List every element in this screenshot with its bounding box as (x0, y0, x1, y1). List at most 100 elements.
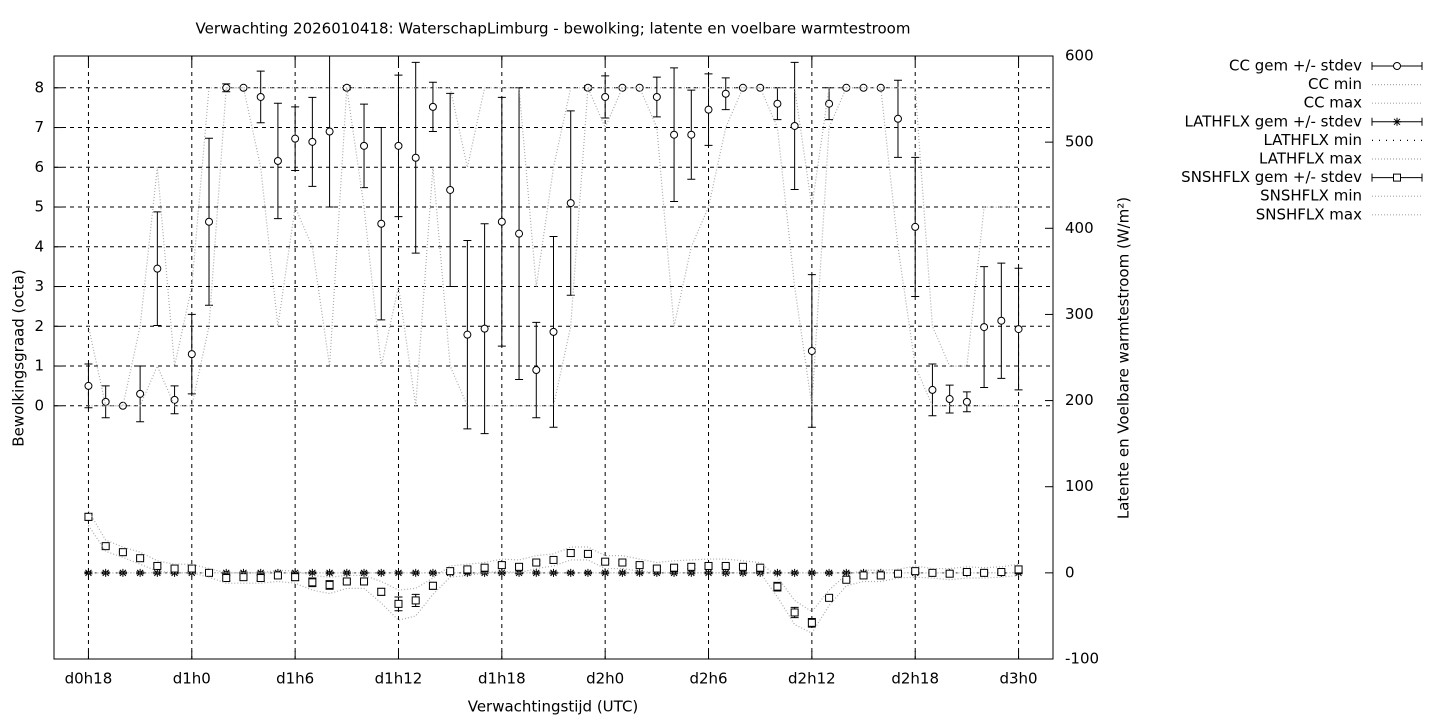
marker (997, 316, 1006, 325)
marker (153, 568, 162, 577)
marker (618, 568, 627, 577)
marker (756, 563, 765, 572)
x-tick-label: d1h6 (276, 670, 314, 688)
marker (84, 512, 93, 521)
marker (790, 608, 799, 617)
marker (256, 92, 265, 101)
marker (480, 324, 489, 333)
marker (446, 567, 455, 576)
marker (928, 385, 937, 394)
marker (997, 567, 1006, 576)
y-tick-label: 2 (34, 317, 44, 335)
x-tick-label: d2h6 (689, 670, 727, 688)
plot-area (84, 56, 1023, 634)
marker (360, 568, 369, 577)
marker (687, 130, 696, 139)
legend-label: LATHFLX gem +/- stdev (1184, 112, 1362, 130)
marker (825, 593, 834, 602)
marker (721, 561, 730, 570)
marker (687, 562, 696, 571)
marker (807, 618, 816, 627)
y-tick-label: 7 (34, 118, 44, 136)
y2-tick-label: 600 (1065, 47, 1094, 65)
marker (446, 185, 455, 194)
y2-tick-label: 100 (1065, 477, 1094, 495)
marker (790, 568, 799, 577)
marker (463, 330, 472, 339)
marker (291, 568, 300, 577)
legend-label: SNSHFLX min (1260, 187, 1362, 205)
marker (601, 557, 610, 566)
marker (670, 130, 679, 139)
marker (360, 141, 369, 150)
marker (945, 395, 954, 404)
marker (308, 137, 317, 146)
marker (911, 222, 920, 231)
series-line (87, 525, 1019, 634)
marker (291, 134, 300, 143)
marker (308, 568, 317, 577)
marker (222, 574, 231, 583)
marker (187, 564, 196, 573)
marker (825, 99, 834, 108)
x-tick-label: d3h0 (999, 670, 1037, 688)
marker (497, 217, 506, 226)
marker (601, 92, 610, 101)
marker (411, 596, 420, 605)
y2-tick-label: 200 (1065, 391, 1094, 409)
marker (377, 587, 386, 596)
marker (807, 346, 816, 355)
marker (945, 569, 954, 578)
x-tick-label: d1h12 (375, 670, 423, 688)
marker (652, 564, 661, 573)
marker (118, 548, 127, 557)
marker (205, 568, 214, 577)
y2-tick-label: 0 (1065, 563, 1075, 581)
marker (721, 89, 730, 98)
marker (256, 574, 265, 583)
marker (738, 562, 747, 571)
chart-title: Verwachting 2026010418: WaterschapLimbur… (196, 20, 911, 38)
marker (635, 568, 644, 577)
marker (549, 327, 558, 336)
series-line (87, 510, 1019, 613)
marker (825, 568, 834, 577)
marker (566, 199, 575, 208)
marker (515, 562, 524, 571)
marker (618, 558, 627, 567)
marker (893, 114, 902, 123)
marker (187, 350, 196, 359)
legend-label: CC gem +/- stdev (1229, 57, 1362, 75)
marker (308, 578, 317, 587)
marker (704, 105, 713, 114)
legend-label: SNSHFLX gem +/- stdev (1181, 168, 1362, 186)
marker (153, 264, 162, 273)
marker (790, 121, 799, 130)
marker (394, 141, 403, 150)
y-axis-label: Bewolkingsgraad (octa) (10, 269, 28, 446)
y2-tick-label: 300 (1065, 305, 1094, 323)
marker (170, 564, 179, 573)
marker (773, 582, 782, 591)
y-tick-label: 3 (34, 277, 44, 295)
marker (360, 577, 369, 586)
x-tick-label: d2h18 (891, 670, 939, 688)
marker (773, 568, 782, 577)
y-tick-label: 4 (34, 237, 44, 255)
y2-tick-label: 500 (1065, 133, 1094, 151)
marker (394, 568, 403, 577)
marker (911, 567, 920, 576)
legend-label: SNSHFLX max (1256, 205, 1362, 223)
marker (893, 569, 902, 578)
marker (101, 568, 110, 577)
marker (118, 568, 127, 577)
marker (1393, 62, 1401, 70)
y2-axis-label: Latente en Voelbare warmtestroom (W/m²) (1115, 197, 1133, 519)
y-tick-label: 0 (34, 396, 44, 414)
marker (859, 571, 868, 580)
marker (256, 568, 265, 577)
x-tick-label: d1h18 (478, 670, 526, 688)
marker (377, 568, 386, 577)
